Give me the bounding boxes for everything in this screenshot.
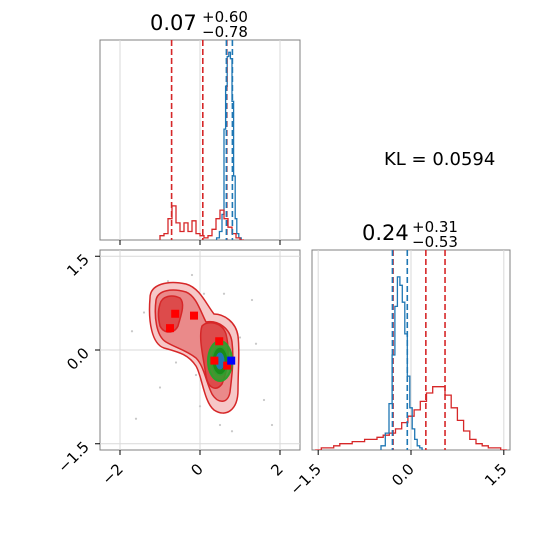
- joint-scatter-point: [166, 280, 170, 283]
- marginal-param1-blue-layer: [215, 51, 242, 240]
- marginal-param1-ticks: [119, 240, 281, 245]
- joint-scatter-point: [262, 398, 266, 402]
- joint-x-tick-label: −2: [98, 460, 126, 488]
- joint-scatter-point: [202, 292, 206, 295]
- marginal-param1-quantile-lines: [170, 40, 234, 240]
- kl-annotation: KL = 0.0594: [384, 149, 495, 170]
- marginal-param2-red-histogram: [315, 386, 507, 450]
- joint-scatter-point: [190, 273, 194, 277]
- joint-panel: −2 0 2 −1.5 0.0 1.5: [54, 249, 301, 488]
- joint-markers: [166, 309, 236, 370]
- marginal-param1-grid: [119, 40, 281, 240]
- blue-density-contours: [207, 340, 233, 382]
- marginal-param2-panel: −1.5 0.0 1.5 0.24 +0.31 −0.53: [287, 218, 511, 499]
- joint-x-tick-label: 2: [267, 460, 286, 479]
- joint-scatter-point: [130, 330, 134, 333]
- red-contour-inner: [157, 295, 184, 333]
- joint-red-marker: [210, 356, 219, 365]
- joint-red-marker: [190, 311, 198, 320]
- joint-red-marker: [166, 324, 174, 333]
- joint-y-tick-label: −1.5: [54, 438, 92, 476]
- joint-red-marker: [223, 361, 232, 370]
- joint-y-tick-label: 0.0: [63, 344, 93, 374]
- marginal-param1-title-value: 0.07: [150, 11, 197, 35]
- joint-red-marker: [215, 337, 224, 346]
- marginal-param2-x-tick-label: −1.5: [287, 460, 325, 498]
- marginal-param2-title-minus: −0.53: [412, 233, 458, 251]
- joint-y-tick-label: 1.5: [63, 250, 93, 280]
- joint-x-tick-label: 0: [187, 460, 206, 479]
- marginal-param2-red-layer: [315, 386, 507, 450]
- marginal-param1-title-plus: +0.60: [202, 8, 248, 26]
- marginal-param2-ticks: −1.5 0.0 1.5: [287, 450, 511, 499]
- marginal-param1-title-minus: −0.78: [202, 23, 248, 41]
- joint-scatter-point: [198, 405, 202, 408]
- joint-blue-marker: [227, 356, 236, 365]
- joint-scatter-point: [254, 342, 258, 345]
- marginal-param2-title-plus: +0.31: [412, 218, 458, 236]
- joint-scatter-point: [270, 423, 274, 427]
- joint-scatter-point: [230, 430, 234, 433]
- joint-red-marker: [171, 309, 180, 318]
- joint-scatter-point: [238, 336, 242, 339]
- joint-scatter-point: [142, 311, 146, 314]
- marginal-param2-blue-layer: [380, 276, 423, 450]
- marginal-param1-blue-histogram: [215, 51, 242, 240]
- joint-scatter-point: [222, 292, 226, 295]
- joint-scatter-point: [158, 386, 162, 389]
- marginal-param1-panel: 0.07 +0.60 −0.78: [99, 8, 301, 245]
- marginal-param2-x-tick-label: 1.5: [481, 460, 511, 490]
- marginal-param2-x-tick-label: 0.0: [388, 460, 418, 490]
- joint-scatter-point: [218, 423, 222, 427]
- marginal-param2-blue-histogram: [380, 276, 423, 450]
- marginal-param2-quantile-lines: [391, 250, 446, 450]
- joint-scatter-point: [194, 373, 198, 377]
- joint-plot-area: [130, 273, 274, 433]
- marginal-param2-title-value: 0.24: [362, 221, 409, 245]
- joint-scatter-point: [134, 417, 138, 420]
- joint-scatter-point: [174, 361, 178, 364]
- joint-scatter-point: [250, 298, 254, 302]
